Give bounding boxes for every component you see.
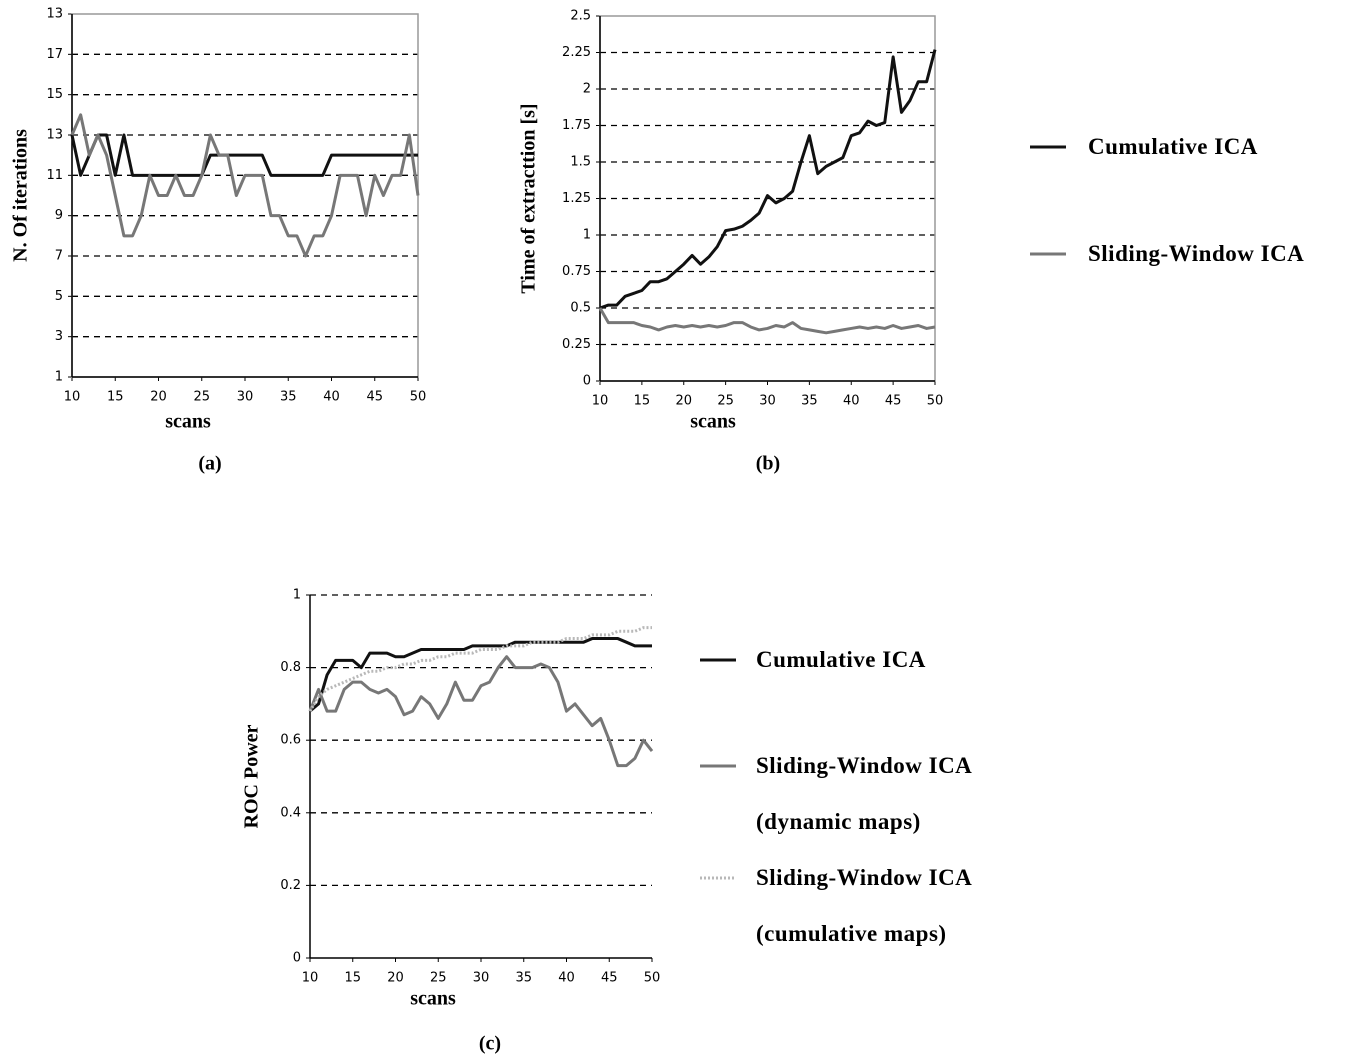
data-line (70, 113, 420, 258)
y-tick-label: 5 (55, 289, 63, 304)
x-tick-label: 10 (592, 394, 609, 409)
y-tick-label: 1 (583, 228, 591, 243)
y-tick-label: 0.6 (280, 733, 301, 748)
data-line (308, 655, 654, 768)
data-line (309, 637, 652, 713)
x-tick-label: 10 (302, 971, 319, 986)
x-tick-label: 50 (927, 394, 944, 409)
y-tick-label: 0.4 (280, 805, 301, 820)
x-tick-label: 20 (387, 971, 404, 986)
y-tick-label: 13 (46, 128, 63, 143)
x-tick-label: 40 (843, 394, 860, 409)
x-tick-label: 35 (801, 394, 818, 409)
y-tick-label: 1.25 (562, 191, 591, 206)
legend-label: Cumulative ICA (756, 647, 926, 672)
x-tick-label: 20 (150, 390, 167, 405)
x-tick-label: 25 (430, 971, 447, 986)
x-tick-label: 45 (885, 394, 902, 409)
data-line (598, 307, 936, 335)
x-tick-label: 15 (107, 390, 124, 405)
y-axis-label: ROC Power (241, 724, 263, 828)
y-tick-label: 0 (583, 374, 591, 389)
y-tick-label: 1.5 (570, 155, 591, 170)
y-tick-label: 0.8 (280, 660, 301, 675)
caption: (c) (479, 1033, 501, 1055)
y-tick-label: 1 (55, 370, 63, 385)
x-tick-label: 25 (717, 394, 734, 409)
x-tick-label: 35 (280, 390, 297, 405)
plot-frame (71, 13, 419, 378)
y-tick-label: 15 (46, 87, 63, 102)
x-tick-label: 40 (323, 390, 340, 405)
legend-entry: Cumulative ICA (1088, 134, 1258, 159)
data-line (599, 49, 937, 310)
x-tick-label: 30 (759, 394, 776, 409)
x-tick-label: 30 (237, 390, 254, 405)
y-tick-label: 0.25 (562, 337, 591, 352)
y-tick-label: 0.5 (570, 301, 591, 316)
legend-label: Sliding-Window ICA (1088, 241, 1305, 266)
data-line (308, 626, 652, 712)
legend-label: Cumulative ICA (1088, 134, 1258, 159)
x-tick-label: 25 (193, 390, 210, 405)
legend-entry: Sliding-Window ICA (dynamic maps) (756, 753, 972, 834)
y-tick-label: 0 (293, 951, 301, 966)
x-axis-label: scans (410, 988, 456, 1010)
y-tick-label: 2.5 (570, 9, 591, 24)
y-tick-label: 17 (46, 47, 63, 62)
y-tick-label: 2 (583, 82, 591, 97)
x-tick-label: 45 (366, 390, 383, 405)
caption: (b) (756, 453, 780, 475)
legend-entry: Cumulative ICA (756, 647, 926, 672)
x-tick-label: 45 (601, 971, 618, 986)
y-tick-label: 1 (293, 588, 301, 603)
x-tick-label: 50 (644, 971, 661, 986)
x-axis-label: scans (165, 411, 211, 433)
y-tick-label: 2.25 (562, 45, 591, 60)
y-axis-label: N. Of iterations (10, 129, 32, 262)
y-tick-label: 7 (55, 249, 63, 264)
y-tick-label: 9 (55, 208, 63, 223)
x-tick-label: 30 (473, 971, 490, 986)
x-tick-label: 15 (634, 394, 651, 409)
y-tick-label: 3 (55, 329, 63, 344)
x-axis-label: scans (690, 411, 736, 433)
y-tick-label: 1.75 (562, 118, 591, 133)
y-tick-label: 11 (46, 168, 63, 183)
x-tick-label: 10 (64, 390, 81, 405)
legend-entry: Sliding-Window ICA (1088, 241, 1305, 266)
legend-label: Sliding-Window ICA (dynamic maps) (756, 753, 972, 834)
y-tick-label: 0.75 (562, 264, 591, 279)
legend-entry: Sliding-Window ICA (cumulative maps) (756, 865, 972, 946)
x-tick-label: 20 (675, 394, 692, 409)
y-tick-label: 0.2 (280, 878, 301, 893)
x-tick-label: 15 (344, 971, 361, 986)
y-tick-label: 13 (46, 7, 63, 22)
x-tick-label: 35 (515, 971, 532, 986)
caption: (a) (198, 453, 221, 475)
x-tick-label: 40 (558, 971, 575, 986)
data-line (70, 133, 418, 177)
x-tick-label: 50 (410, 390, 427, 405)
legend-label: Sliding-Window ICA (cumulative maps) (756, 865, 972, 946)
y-axis-label: Time of extracttion [s] (518, 103, 540, 293)
